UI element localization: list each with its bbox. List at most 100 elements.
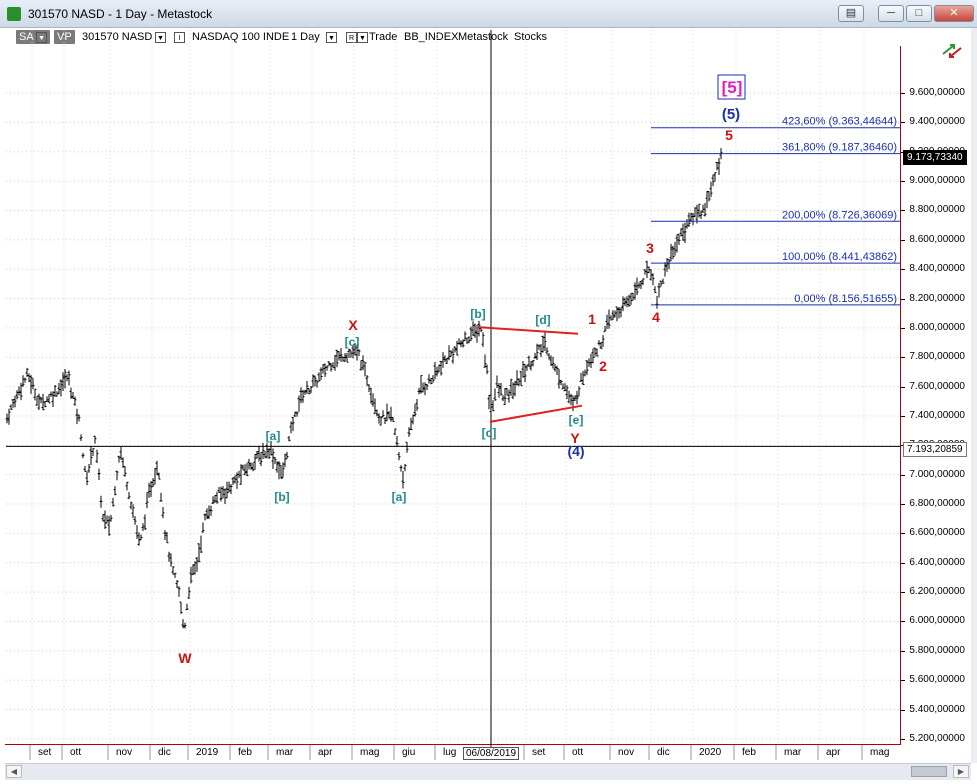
price-tick-label: 7.400,00000 bbox=[909, 409, 965, 421]
price-tick-mark bbox=[901, 415, 905, 417]
wave-label: [b] bbox=[470, 307, 485, 321]
price-tick-mark bbox=[901, 357, 905, 359]
price-tick-mark bbox=[901, 327, 905, 329]
index-icon: I bbox=[174, 31, 185, 43]
price-tick-mark bbox=[901, 738, 905, 740]
date-tick-label: giu bbox=[402, 747, 416, 758]
price-tick-mark bbox=[901, 239, 905, 241]
type-label: Stocks bbox=[514, 31, 548, 43]
chevron-down-icon: ▼ bbox=[357, 31, 368, 43]
wave-label: [a] bbox=[266, 429, 281, 443]
price-tick-mark bbox=[901, 533, 905, 535]
price-tick-mark bbox=[901, 709, 905, 711]
index-toggle[interactable]: I bbox=[174, 30, 185, 44]
price-tick-label: 6.400,00000 bbox=[909, 556, 965, 568]
r-toggle[interactable]: R ▼ bbox=[346, 30, 368, 44]
fib-level-label: 423,60% (9.363,44644) bbox=[782, 116, 897, 128]
price-tick-label: 5.600,00000 bbox=[909, 674, 965, 686]
price-tick-mark bbox=[901, 621, 905, 623]
price-tick-mark bbox=[901, 504, 905, 506]
wave-label: [e] bbox=[569, 413, 584, 427]
wave-label: (5) bbox=[722, 106, 740, 123]
close-button[interactable]: ✕ bbox=[934, 5, 974, 22]
symbol-dropdown[interactable]: ▼ bbox=[155, 30, 166, 44]
price-tick-label: 5.200,00000 bbox=[909, 732, 965, 744]
symbol-label: 301570 NASD bbox=[82, 31, 153, 43]
vp-button[interactable]: VP bbox=[54, 30, 75, 44]
price-tick-mark bbox=[901, 210, 905, 212]
date-tick-label: 2019 bbox=[196, 747, 219, 758]
date-tick-label: 2020 bbox=[699, 747, 722, 758]
price-tick-label: 8.600,00000 bbox=[909, 233, 965, 245]
sa-button[interactable]: SA ▼ bbox=[16, 30, 51, 44]
price-tick-label: 8.200,00000 bbox=[909, 292, 965, 304]
trade-label: Trade bbox=[369, 31, 398, 43]
price-tick-label: 6.200,00000 bbox=[909, 586, 965, 598]
minimize-button[interactable]: ─ bbox=[878, 5, 904, 22]
price-tick-mark bbox=[901, 181, 905, 183]
date-tick-label: dic bbox=[657, 747, 670, 758]
price-tick-mark bbox=[901, 93, 905, 94]
fib-level-label: 200,00% (8.726,36069) bbox=[782, 209, 897, 221]
window-title: 301570 NASD - 1 Day - Metastock bbox=[28, 7, 213, 21]
maximize-button[interactable]: □ bbox=[906, 5, 932, 22]
price-tick-label: 9.000,00000 bbox=[909, 175, 965, 187]
wave-label: 3 bbox=[646, 240, 654, 256]
fib-level-label: 100,00% (8.441,43862) bbox=[782, 251, 897, 263]
last-price-badge: 9.173,73340 bbox=[903, 150, 967, 165]
wave-label: [a] bbox=[392, 490, 407, 504]
price-tick-mark bbox=[901, 122, 905, 124]
chevron-down-icon[interactable]: ▼ bbox=[36, 31, 48, 43]
date-tick-label: apr bbox=[826, 747, 841, 758]
date-tick-label: mag bbox=[360, 747, 380, 758]
price-tick-label: 6.000,00000 bbox=[909, 615, 965, 627]
price-tick-mark bbox=[901, 562, 905, 564]
date-axis[interactable]: mag apr mar feb 2020 dic nov ott set lug giu mag apr… bbox=[5, 745, 901, 761]
restore-window-button[interactable]: ▤ bbox=[838, 5, 864, 22]
date-tick-label: nov bbox=[618, 747, 635, 758]
interval-label: 1 Day bbox=[291, 31, 320, 43]
chevron-down-icon: ▼ bbox=[326, 31, 337, 43]
date-tick-label: mar bbox=[276, 747, 294, 758]
chart-grid bbox=[6, 30, 900, 760]
indicator-label: BB_INDEX bbox=[404, 31, 459, 43]
price-tick-label: 9.600,00000 bbox=[909, 87, 965, 98]
trade-arrows-icon[interactable] bbox=[940, 40, 964, 60]
price-tick-label: 7.800,00000 bbox=[909, 351, 965, 363]
wave-label: W bbox=[178, 650, 192, 666]
scroll-right-button[interactable]: ▶ bbox=[953, 765, 969, 778]
price-tick-mark bbox=[901, 650, 905, 652]
price-tick-label: 8.800,00000 bbox=[909, 204, 965, 216]
scrollbar-thumb[interactable] bbox=[911, 766, 947, 777]
index-label: NASDAQ 100 INDE bbox=[192, 31, 290, 43]
price-tick-label: 8.400,00000 bbox=[909, 263, 965, 275]
chart-toolbar: SA ▼ VP 301570 NASD ▼ I NASDAQ 100 INDE … bbox=[6, 28, 906, 46]
wave-label: [d] bbox=[535, 313, 550, 327]
date-tick-label: feb bbox=[742, 747, 756, 758]
wave-label: 4 bbox=[652, 309, 660, 325]
date-tick-label: mar bbox=[784, 747, 802, 758]
interval-dropdown[interactable]: ▼ bbox=[326, 30, 337, 44]
sa-label: SA bbox=[19, 31, 34, 43]
price-tick-label: 7.000,00000 bbox=[909, 468, 965, 480]
crosshair-price-badge: 7.193,20859 bbox=[903, 442, 967, 457]
price-tick-mark bbox=[901, 592, 905, 594]
date-tick-label: mag bbox=[870, 747, 890, 758]
date-tick-label: lug bbox=[443, 747, 457, 758]
chart-frame[interactable] bbox=[5, 28, 901, 745]
price-tick-label: 5.800,00000 bbox=[909, 644, 965, 656]
wave-label: X bbox=[348, 317, 358, 333]
wave-label: 1 bbox=[588, 311, 596, 327]
price-tick-mark bbox=[901, 269, 905, 271]
metastock-icon bbox=[7, 7, 21, 21]
wave-label: [b] bbox=[274, 490, 289, 504]
scroll-left-button[interactable]: ◀ bbox=[6, 765, 22, 778]
price-axis[interactable]: 9.600,000009.400,000009.200,000009.000,0… bbox=[901, 28, 971, 745]
fib-level-label: 361,80% (9.187,36460) bbox=[782, 142, 897, 154]
price-tick-label: 5.400,00000 bbox=[909, 703, 965, 715]
horizontal-scrollbar[interactable]: ◀ ▶ bbox=[5, 763, 971, 780]
price-tick-label: 6.800,00000 bbox=[909, 498, 965, 510]
wave-label: [c] bbox=[482, 426, 497, 440]
date-tick-label: feb bbox=[238, 747, 252, 758]
